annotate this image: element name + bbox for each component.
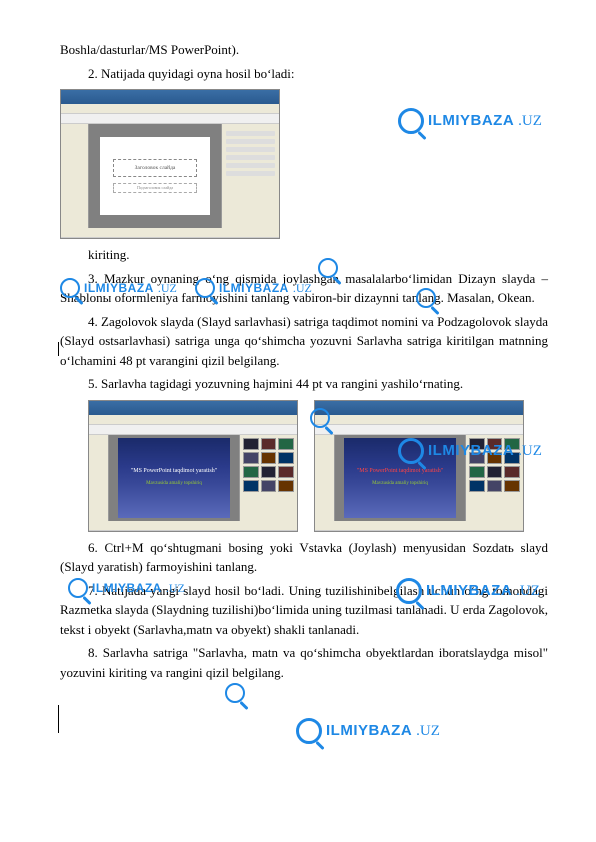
blank-slide: Заголовок слайда Подзаголовок слайда (100, 137, 210, 215)
window-titlebar (89, 401, 297, 415)
watermark: ILMIYBAZA.UZ (296, 718, 440, 744)
watermark (225, 683, 245, 703)
paragraph: Boshla/dasturlar/MS PowerPoint). (60, 40, 548, 60)
ocean-slide: "MS PowerPoint taqdimot yaratish" Mavzus… (344, 438, 456, 518)
window-statusbar (61, 228, 279, 238)
window-menubar (89, 415, 297, 425)
magnifier-icon (225, 683, 245, 703)
paragraph: 2. Natijada quyidagi oyna hosil boʻladi: (60, 64, 548, 84)
slide-thumbnails-pane (315, 435, 335, 521)
slide-canvas: "MS PowerPoint taqdimot yaratish" Mavzus… (335, 435, 465, 521)
design-templates-pane (465, 435, 523, 521)
window-toolbar (315, 425, 523, 435)
slide-thumbnails-pane (89, 435, 109, 521)
window-menubar (315, 415, 523, 425)
change-bar (58, 705, 59, 733)
window-titlebar (315, 401, 523, 415)
powerpoint-screenshot-blank: Заголовок слайда Подзаголовок слайда (60, 89, 280, 239)
paragraph: 3. Mazkur oynaning oʻng qismida joylashg… (60, 269, 548, 308)
paragraph: 4. Zagolovok slayda (Slayd sarlavhasi) s… (60, 312, 548, 371)
paragraph: kiriting. (60, 245, 548, 265)
window-statusbar (315, 521, 523, 531)
slide-subtitle-text: Mavzusida amaliy topshiriq (372, 480, 428, 488)
powerpoint-screenshot-ocean-red: "MS PowerPoint taqdimot yaratish" Mavzus… (314, 400, 524, 532)
change-bar (58, 342, 59, 356)
task-pane (221, 124, 279, 228)
slide-title-text: "MS PowerPoint taqdimot yaratish" (357, 467, 443, 476)
screenshot-pair: "MS PowerPoint taqdimot yaratish" Mavzus… (88, 400, 548, 532)
slide-subtitle-placeholder: Подзаголовок слайда (113, 183, 197, 193)
slide-canvas: Заголовок слайда Подзаголовок слайда (89, 124, 221, 228)
slide-title-placeholder: Заголовок слайда (113, 159, 197, 177)
ocean-slide: "MS PowerPoint taqdimot yaratish" Mavzus… (118, 438, 230, 518)
window-statusbar (89, 521, 297, 531)
paragraph: 7. Natijada yangi slayd hosil boʻladi. U… (60, 581, 548, 640)
slide-canvas: "MS PowerPoint taqdimot yaratish" Mavzus… (109, 435, 239, 521)
watermark: ILMIYBAZA.UZ (398, 108, 542, 134)
window-menubar (61, 104, 279, 114)
magnifier-icon (398, 108, 424, 134)
window-toolbar (89, 425, 297, 435)
powerpoint-screenshot-ocean-white: "MS PowerPoint taqdimot yaratish" Mavzus… (88, 400, 298, 532)
slide-title-text: "MS PowerPoint taqdimot yaratish" (131, 467, 217, 476)
paragraph: 8. Sarlavha satriga "Sarlavha, matn va q… (60, 643, 548, 682)
slide-subtitle-text: Mavzusida amaliy topshiriq (146, 480, 202, 488)
design-templates-pane (239, 435, 297, 521)
paragraph: 5. Sarlavha tagidagi yozuvning hajmini 4… (60, 374, 548, 394)
slide-thumbnails-pane (61, 124, 89, 228)
window-titlebar (61, 90, 279, 104)
paragraph: 6. Ctrl+M qoʻshtugmani bosing yoki Vstav… (60, 538, 548, 577)
magnifier-icon (296, 718, 322, 744)
window-toolbar (61, 114, 279, 124)
